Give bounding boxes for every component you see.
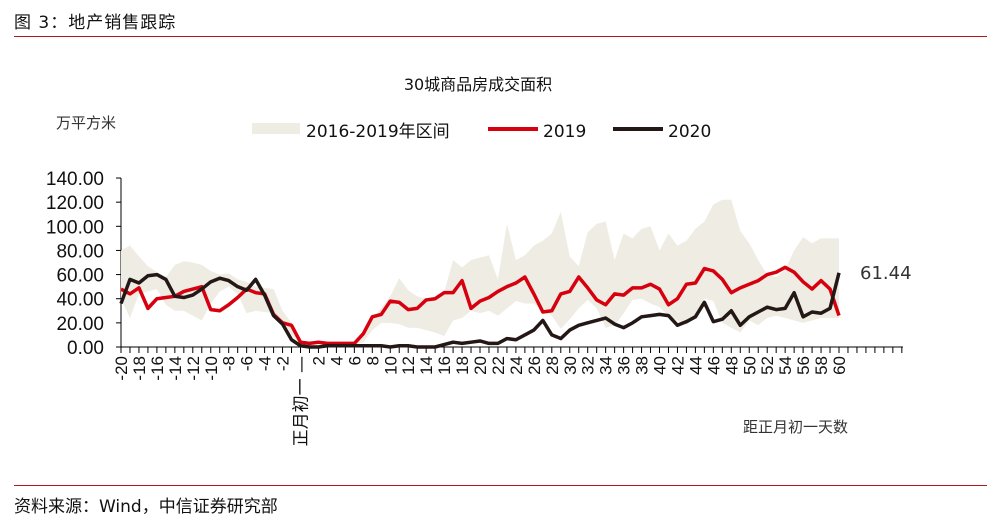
x-tick-label: -8 <box>220 356 239 371</box>
x-tick-label: 24 <box>507 356 526 375</box>
x-tick-label: 60 <box>830 356 849 375</box>
x-tick-label: 32 <box>579 356 598 375</box>
x-tick-label: -6 <box>238 356 257 371</box>
x-tick-label: 26 <box>525 356 544 375</box>
legend-swatch-band <box>252 123 300 134</box>
x-tick-label: 20 <box>471 356 490 375</box>
top-rule <box>14 36 987 37</box>
x-tick-label: 54 <box>776 356 795 375</box>
y-axis-label: 万平方米 <box>56 114 116 132</box>
x-tick-label: -18 <box>130 356 149 381</box>
x-tick-label: 2 <box>309 356 328 365</box>
source-note: 资料来源：Wind，中信证券研究部 <box>14 497 278 517</box>
y-tick-label: 120.00 <box>46 193 104 214</box>
x-tick-label: -2 <box>274 356 293 371</box>
x-tick-label: 14 <box>417 356 436 375</box>
x-tick-label: -12 <box>184 356 203 381</box>
y-tick-label: 40.00 <box>56 290 104 311</box>
x-axis-label: 距正月初一天数 <box>743 418 848 436</box>
y-axis: 0.00 20.00 40.00 60.00 80.00 100.00 120.00 140.… <box>46 169 122 359</box>
x-tick-label: -20 <box>112 356 131 381</box>
x-tick-label: 16 <box>435 356 454 375</box>
y-tick-label: 0.00 <box>67 338 104 359</box>
series-2019-line <box>120 265 841 346</box>
y-tick-label: 80.00 <box>56 241 104 262</box>
x-tick-label: 28 <box>543 356 562 375</box>
last-value-annotation: 61.44 <box>860 263 912 284</box>
y-tick-label: 140.00 <box>46 169 104 190</box>
x-tick-label: 30 <box>561 356 580 375</box>
x-tick-label: 10 <box>381 356 400 375</box>
x-tick-label: 4 <box>327 356 346 365</box>
chart-title: 30城商品房成交面积 <box>404 75 552 94</box>
legend: 2016-2019年区间 2019 2020 <box>252 122 711 142</box>
legend-label-2020: 2020 <box>668 122 711 142</box>
legend-label-2019: 2019 <box>543 122 586 142</box>
x-tick-label: 58 <box>812 356 831 375</box>
x-tick-label: 34 <box>597 356 616 375</box>
x-tick-label: 38 <box>633 356 652 375</box>
figure-title: 图 3：地产销售跟踪 <box>14 13 177 33</box>
x-tick-label: -14 <box>166 356 185 381</box>
x-tick-label: 正月初一 — <box>292 356 312 446</box>
y-tick-label: 100.00 <box>46 217 104 238</box>
legend-label-band: 2016-2019年区间 <box>306 122 450 142</box>
x-tick-label: 6 <box>345 356 364 365</box>
x-tick-label: -16 <box>148 356 167 381</box>
bottom-rule <box>14 485 987 486</box>
x-tick-label: 50 <box>740 356 759 375</box>
x-tick-label: 52 <box>758 356 777 375</box>
x-tick-label: 40 <box>651 356 670 375</box>
x-tick-label: -10 <box>202 356 221 381</box>
x-tick-label: 48 <box>722 356 741 375</box>
x-tick-label: 56 <box>794 356 813 375</box>
chart: 30城商品房成交面积 万平方米 2016-2019年区间 2019 2020 0… <box>46 75 912 446</box>
x-tick-label: 22 <box>489 356 508 375</box>
x-tick-label: 42 <box>668 356 687 375</box>
x-tick-label: 46 <box>704 356 723 375</box>
y-tick-label: 60.00 <box>56 266 104 287</box>
series-2020-line <box>119 272 841 349</box>
x-tick-label: 12 <box>399 356 418 375</box>
x-tick-label: 44 <box>686 356 705 375</box>
x-tick-label: 8 <box>363 356 382 365</box>
band-2016-2019 <box>121 199 839 346</box>
x-tick-label: 36 <box>615 356 634 375</box>
y-tick-label: 20.00 <box>56 314 104 335</box>
x-tick-label: -4 <box>256 356 275 371</box>
x-tick-label: 18 <box>453 356 472 375</box>
